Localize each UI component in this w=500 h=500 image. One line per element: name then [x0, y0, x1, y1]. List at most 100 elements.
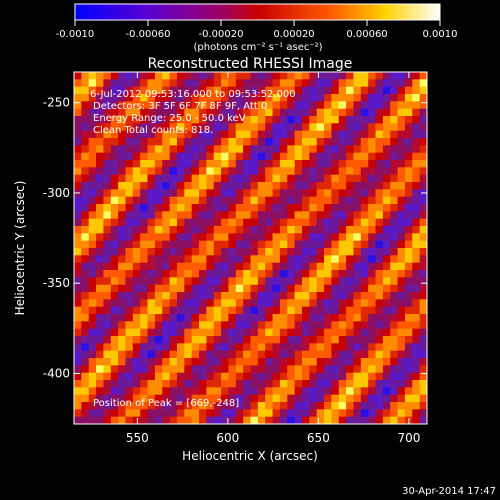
heatmap-cell — [412, 152, 421, 161]
heatmap-cell — [331, 116, 340, 124]
heatmap-cell — [154, 123, 163, 132]
heatmap-cell — [412, 123, 421, 132]
heatmap-cell — [316, 72, 325, 80]
heatmap-cell — [125, 277, 134, 286]
heatmap-cell — [191, 138, 200, 146]
heatmap-cell — [419, 152, 427, 161]
heatmap-cell — [191, 233, 200, 242]
heatmap-cell — [390, 240, 398, 249]
heatmap-cell — [176, 145, 185, 154]
heatmap-cell — [265, 402, 273, 410]
heatmap-cell — [154, 189, 163, 198]
heatmap-cell — [176, 86, 185, 95]
heatmap-cell — [154, 277, 163, 286]
heatmap-cell — [184, 116, 193, 124]
heatmap-cell — [265, 182, 273, 190]
heatmap-cell — [360, 358, 369, 366]
heatmap-cell — [221, 350, 229, 359]
heatmap-cell — [147, 130, 156, 139]
heatmap-cell — [346, 123, 354, 132]
heatmap-cell — [375, 394, 384, 403]
heatmap-cell — [118, 365, 126, 374]
heatmap-cell — [191, 189, 200, 198]
heatmap-cell — [140, 306, 148, 315]
heatmap-cell — [132, 138, 141, 146]
heatmap-cell — [118, 314, 126, 322]
heatmap-cell — [324, 358, 332, 366]
heatmap-cell — [309, 292, 318, 300]
heatmap-cell — [199, 402, 207, 410]
heatmap-cell — [162, 321, 170, 330]
heatmap-cell — [404, 380, 413, 388]
heatmap-cell — [272, 255, 281, 264]
heatmap-cell — [199, 292, 207, 300]
heatmap-cell — [324, 402, 332, 410]
heatmap-cell — [294, 145, 303, 154]
heatmap-cell — [324, 167, 332, 176]
heatmap-cell — [243, 79, 251, 88]
heatmap-cell — [250, 130, 259, 139]
heatmap-cell — [199, 350, 207, 359]
heatmap-cell — [287, 174, 296, 183]
heatmap-cell — [88, 123, 97, 132]
heatmap-cell — [206, 416, 215, 424]
heatmap-cell — [265, 123, 273, 132]
heatmap-cell — [279, 218, 288, 227]
heatmap-cell — [287, 270, 296, 278]
heatmap-cell — [375, 372, 384, 381]
heatmap-cell — [132, 416, 141, 424]
heatmap-cell — [176, 350, 185, 359]
heatmap-cell — [169, 328, 178, 337]
heatmap-cell — [81, 108, 90, 117]
heatmap-cell — [125, 416, 134, 424]
heatmap-cell — [103, 86, 112, 95]
heatmap-cell — [257, 306, 266, 315]
heatmap-cell — [250, 116, 259, 124]
heatmap-cell — [213, 321, 222, 330]
heatmap-cell — [331, 94, 340, 102]
heatmap-cell — [309, 350, 318, 359]
heatmap-cell — [419, 343, 427, 352]
heatmap-cell — [213, 336, 222, 344]
heatmap-cell — [132, 270, 141, 278]
heatmap-cell — [294, 336, 303, 344]
heatmap-cell — [74, 79, 82, 88]
heatmap-cell — [316, 240, 325, 249]
heatmap-cell — [162, 402, 170, 410]
heatmap-cell — [169, 218, 178, 227]
heatmap-cell — [191, 277, 200, 286]
heatmap-cell — [110, 160, 119, 168]
heatmap-cell — [184, 394, 193, 403]
heatmap-cell — [213, 101, 222, 110]
heatmap-cell — [419, 123, 427, 132]
heatmap-cell — [419, 416, 427, 424]
heatmap-cell — [74, 108, 82, 117]
heatmap-cell — [368, 116, 376, 124]
heatmap-cell — [316, 343, 325, 352]
heatmap-cell — [265, 409, 273, 418]
heatmap-cell — [316, 152, 325, 161]
heatmap-cell — [382, 86, 391, 95]
heatmap-cell — [279, 226, 288, 234]
heatmap-cell — [221, 409, 229, 418]
heatmap-cell — [404, 321, 413, 330]
heatmap-cell — [162, 189, 170, 198]
heatmap-cell — [184, 196, 193, 205]
heatmap-cell — [360, 174, 369, 183]
heatmap-cell — [419, 94, 427, 102]
heatmap-cell — [118, 394, 126, 403]
heatmap-cell — [272, 270, 281, 278]
heatmap-cell — [294, 409, 303, 418]
heatmap-cell — [125, 123, 134, 132]
heatmap-cell — [346, 160, 354, 168]
heatmap-cell — [375, 189, 384, 198]
heatmap-cell — [221, 255, 229, 264]
heatmap-cell — [294, 123, 303, 132]
heatmap-cell — [235, 86, 244, 95]
heatmap-cell — [96, 130, 104, 139]
heatmap-cell — [375, 79, 384, 88]
heatmap-cell — [184, 174, 193, 183]
heatmap-cell — [382, 174, 391, 183]
heatmap-cell — [235, 182, 244, 190]
heatmap-cell — [257, 160, 266, 168]
